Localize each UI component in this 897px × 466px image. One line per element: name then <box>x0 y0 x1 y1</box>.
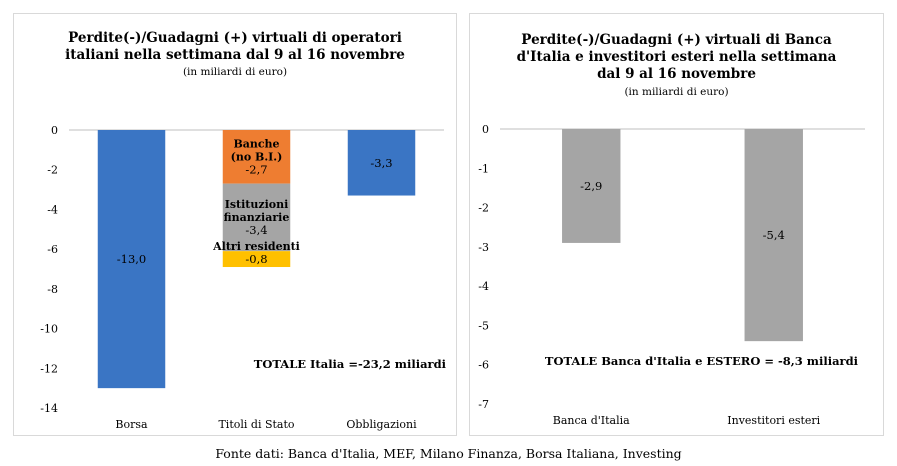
right-y-tick-label: -2 <box>478 202 489 215</box>
right-x-category-label: Banca d'Italia <box>553 414 630 427</box>
right-y-tick-label: -4 <box>478 280 489 293</box>
left-bar <box>222 130 291 184</box>
right-data-label: -2,9 <box>580 179 602 193</box>
chart-title-left-line-1: Perdite(-)/Guadagni (+) virtuali di oper… <box>68 30 402 46</box>
left-bar <box>222 251 291 268</box>
left-bar <box>347 130 416 196</box>
chart-panel-left: Perdite(-)/Guadagni (+) virtuali di oper… <box>13 13 457 436</box>
left-segment-label: (no B.I.) <box>231 150 283 163</box>
left-x-category-label: Titoli di Stato <box>218 418 294 431</box>
left-y-tick-label: -14 <box>40 402 58 415</box>
left-data-label: -2,7 <box>245 162 267 176</box>
chart-title-right-line-3: dal 9 al 16 novembre <box>597 66 756 82</box>
chart-subtitle-right: (in miliardi di euro) <box>624 86 729 98</box>
left-y-tick-label: -12 <box>40 362 58 375</box>
chart-subtitle-left: (in miliardi di euro) <box>182 66 288 78</box>
chart-panel-right: Perdite(-)/Guadagni (+) virtuali di Banc… <box>469 13 884 436</box>
chart-title-right-line-1: Perdite(-)/Guadagni (+) virtuali di Banc… <box>521 32 832 48</box>
source-note: Fonte dati: Banca d'Italia, MEF, Milano … <box>215 446 682 461</box>
left-bar <box>97 130 166 389</box>
right-y-tick-label: -5 <box>478 319 489 332</box>
left-data-label: -0,8 <box>245 252 267 266</box>
left-segment-label: finanziarie <box>224 211 290 224</box>
left-segment-label: Altri residenti <box>212 240 300 253</box>
right-x-category-label: Investitori esteri <box>727 414 820 427</box>
left-y-tick-label: -4 <box>47 203 58 216</box>
left-y-tick-label: -2 <box>47 164 58 177</box>
right-y-tick-label: -6 <box>478 359 489 372</box>
left-segment-label: Banche <box>233 137 279 150</box>
bar-chart-left: 0 -2 -4 -6 -8 -10 -12 -14 Borsa Titoli di Stato Ob… <box>40 124 447 431</box>
bar-chart-right: 0 -1 -2 -3 -4 -5 -6 -7 Banca d'Italia Investitori… <box>478 123 865 427</box>
left-y-tick-label: -8 <box>47 283 58 296</box>
left-data-label: -3,3 <box>370 156 392 170</box>
left-y-tick-label: 0 <box>51 124 58 137</box>
right-bar <box>744 129 803 342</box>
left-y-tick-label: -10 <box>40 323 58 336</box>
left-total-annotation: TOTALE Italia =-23,2 miliardi <box>254 357 447 371</box>
right-data-label: -5,4 <box>763 228 785 242</box>
right-total-annotation: TOTALE Banca d'Italia e ESTERO = -8,3 mi… <box>545 354 859 368</box>
left-x-category-label: Obbligazioni <box>346 418 417 431</box>
left-data-label: -3,4 <box>245 223 267 237</box>
chart-title-left-line-2: italiani nella settimana dal 9 al 16 nov… <box>65 47 405 63</box>
left-bar <box>222 183 291 252</box>
right-bar <box>562 129 621 243</box>
right-y-tick-label: -1 <box>478 162 489 175</box>
left-segment-label: Istituzioni <box>225 198 289 211</box>
chart-title-right-line-2: d'Italia e investitori esteri nella sett… <box>516 49 837 65</box>
right-y-tick-label: -7 <box>478 398 489 411</box>
right-y-tick-label: 0 <box>482 123 489 136</box>
left-x-category-label: Borsa <box>115 418 148 431</box>
left-data-label: -13,0 <box>117 252 147 266</box>
left-y-tick-label: -6 <box>47 243 58 256</box>
right-y-tick-label: -3 <box>478 241 489 254</box>
